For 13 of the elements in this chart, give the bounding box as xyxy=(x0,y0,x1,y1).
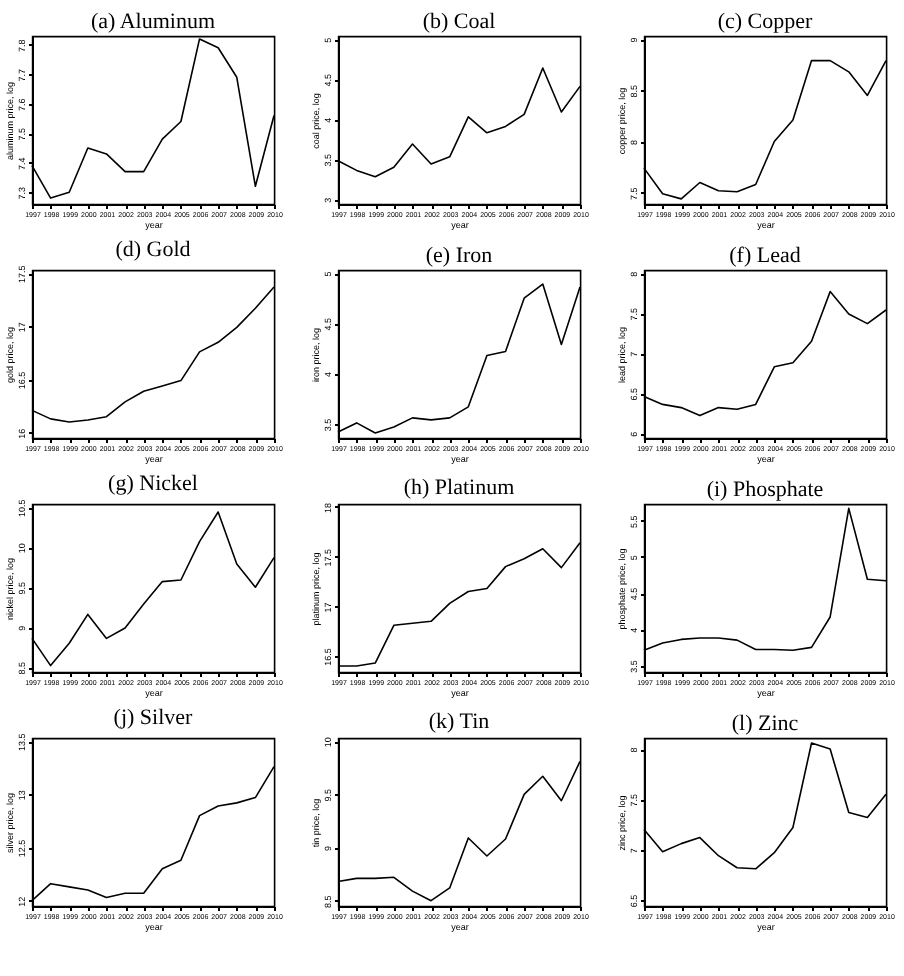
chart-title: (j) Silver xyxy=(113,706,194,731)
chart-title: (b) Coal xyxy=(422,10,496,34)
chart-title: (l) Zinc xyxy=(731,712,799,736)
chart-title: (a) Aluminum xyxy=(90,10,216,34)
line-series xyxy=(31,511,275,667)
chart-title: (e) Iron xyxy=(425,244,494,268)
chart-title: (h) Platinum xyxy=(403,475,516,500)
chart-title: (f) Lead xyxy=(729,244,802,268)
chart-title: (i) Phosphate xyxy=(706,478,824,502)
chart-title: (g) Nickel xyxy=(108,472,198,497)
chart-title: (c) Copper xyxy=(717,10,814,34)
chart-title: (d) Gold xyxy=(115,238,192,263)
chart-title: (k) Tin xyxy=(428,710,491,735)
